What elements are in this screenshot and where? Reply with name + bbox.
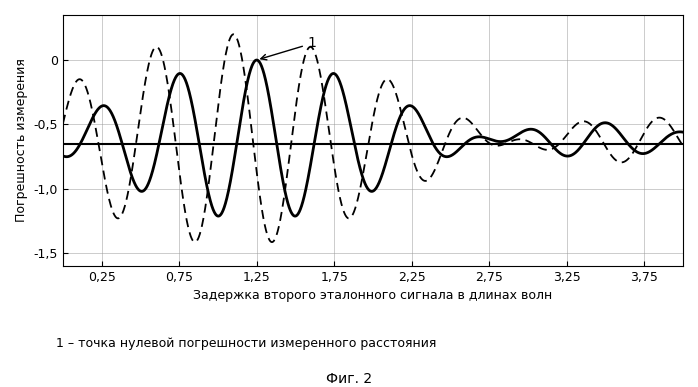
Text: 1 – точка нулевой погрешности измеренного расстояния: 1 – точка нулевой погрешности измеренног… <box>56 337 436 350</box>
X-axis label: Задержка второго эталонного сигнала в длинах волн: Задержка второго эталонного сигнала в дл… <box>193 289 553 302</box>
Text: 1: 1 <box>261 36 317 60</box>
Y-axis label: Погрешность измерения: Погрешность измерения <box>15 58 28 223</box>
Text: Фиг. 2: Фиг. 2 <box>326 372 372 385</box>
